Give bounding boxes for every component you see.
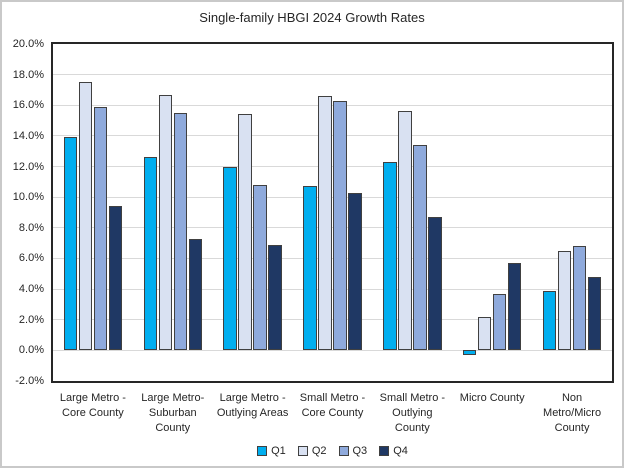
bar-q4-group5 — [428, 217, 442, 351]
bar-q4-group7 — [587, 276, 602, 351]
legend-label-q2: Q2 — [311, 445, 327, 457]
legend: Q1 Q2 Q3 Q4 — [51, 445, 614, 457]
bar-q3-group2 — [173, 112, 188, 351]
gridline — [53, 135, 612, 137]
legend-swatch-q4-icon — [379, 446, 390, 456]
bar-q2-group1 — [78, 82, 93, 351]
gridline — [53, 166, 612, 168]
bar-q1-group7 — [542, 290, 557, 351]
chart-title: Single-family HBGI 2024 Growth Rates — [199, 10, 425, 25]
gridline — [53, 104, 612, 106]
y-tick-label: 8.0% — [18, 221, 44, 234]
legend-swatch-q2-icon — [297, 446, 308, 456]
y-tick-label: 10.0% — [12, 191, 44, 204]
bar-q1-group2 — [143, 157, 158, 351]
x-category-label: Large Metro - Outlying Areas — [216, 392, 289, 419]
bar-q4-group4 — [348, 192, 362, 351]
y-tick-label: 6.0% — [18, 252, 44, 265]
bar-q3-group5 — [413, 145, 427, 351]
bar-q3-group6 — [492, 293, 507, 351]
legend-item-q3: Q3 — [338, 445, 368, 457]
legend-item-q2: Q2 — [297, 445, 327, 457]
bar-q2-group3 — [238, 114, 252, 351]
legend-item-q4: Q4 — [379, 445, 408, 457]
bar-q1-group3 — [223, 166, 237, 351]
gridline — [53, 196, 612, 198]
y-tick-label: 2.0% — [18, 313, 44, 326]
y-tick-label: 0.0% — [18, 344, 44, 357]
gridline — [53, 257, 612, 259]
bar-q4-group6 — [507, 263, 522, 351]
bar-q1-group6 — [462, 350, 477, 355]
y-tick-label: 14.0% — [12, 129, 44, 142]
gridline — [53, 288, 612, 290]
gridline — [53, 319, 612, 321]
x-category-label: Large Metro - Core County — [59, 392, 126, 419]
y-tick-label: 4.0% — [18, 283, 44, 296]
y-tick-label: -2.0% — [15, 375, 44, 387]
legend-label-q1: Q1 — [271, 445, 286, 457]
legend-swatch-q1-icon — [257, 446, 268, 456]
x-category-label: Small Metro - Outlying County — [379, 392, 446, 434]
y-tick-label: 20.0% — [12, 38, 44, 50]
x-category-label: Micro County — [459, 392, 525, 404]
gridline — [53, 349, 612, 351]
legend-swatch-q3-icon — [338, 446, 349, 456]
legend-label-q4: Q4 — [393, 445, 408, 457]
bar-q3-group4 — [333, 100, 347, 351]
bar-q3-group1 — [93, 106, 108, 351]
legend-label-q3: Q3 — [352, 445, 368, 457]
bar-q4-group3 — [268, 244, 282, 351]
bar-q2-group7 — [557, 250, 572, 351]
legend-item-q1: Q1 — [257, 445, 286, 457]
bar-q2-group6 — [477, 316, 492, 351]
bar-q2-group4 — [318, 96, 332, 351]
x-category-label: Large Metro- Suburban County — [141, 392, 205, 434]
bar-q3-group3 — [253, 184, 267, 351]
bar-q2-group5 — [398, 111, 412, 351]
x-category-label: Non Metro/Micro County — [543, 392, 602, 434]
y-tick-label: 18.0% — [12, 68, 44, 81]
x-category-label: Small Metro - Core County — [299, 392, 366, 419]
bar-q3-group7 — [572, 246, 587, 351]
bar-q1-group4 — [303, 186, 317, 351]
gridline — [53, 74, 612, 76]
bar-q1-group1 — [63, 137, 78, 351]
bar-q1-group5 — [383, 161, 397, 351]
bar-q4-group1 — [108, 206, 123, 351]
y-tick-label: 16.0% — [12, 99, 44, 112]
y-tick-label: 12.0% — [12, 160, 44, 173]
plot-area — [51, 42, 614, 383]
bar-q2-group2 — [158, 94, 173, 351]
gridline — [53, 227, 612, 229]
bar-q4-group2 — [188, 238, 203, 351]
